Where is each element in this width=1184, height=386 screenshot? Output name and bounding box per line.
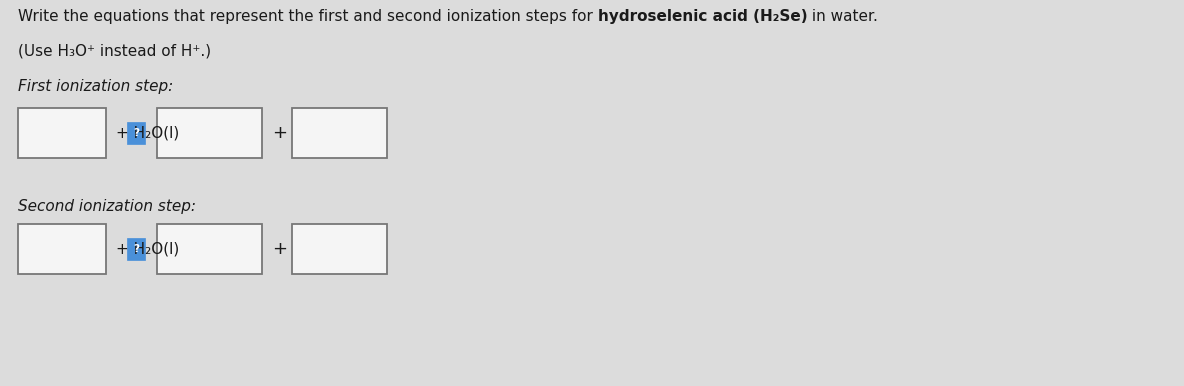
Bar [18,224,107,274]
Text: +: + [272,124,287,142]
Bar [157,224,262,274]
Text: + H₂O(l): + H₂O(l) [116,242,179,257]
Bar [127,122,144,144]
Text: in water.: in water. [807,9,879,24]
Bar [292,224,387,274]
Text: +: + [272,240,287,258]
Text: (Use H₃O⁺ instead of H⁺.): (Use H₃O⁺ instead of H⁺.) [18,43,211,58]
Text: Write the equations that represent the first and second ionization steps for: Write the equations that represent the f… [18,9,598,24]
Text: Second ionization step:: Second ionization step: [18,199,197,214]
Text: + H₂O(l): + H₂O(l) [116,125,179,141]
Bar [157,108,262,158]
Text: ?: ? [133,128,139,138]
Bar [127,238,144,260]
Text: ?: ? [133,244,139,254]
Text: First ionization step:: First ionization step: [18,79,173,94]
Bar [292,108,387,158]
Bar [18,108,107,158]
Text: hydroselenic acid (H₂Se): hydroselenic acid (H₂Se) [598,9,807,24]
